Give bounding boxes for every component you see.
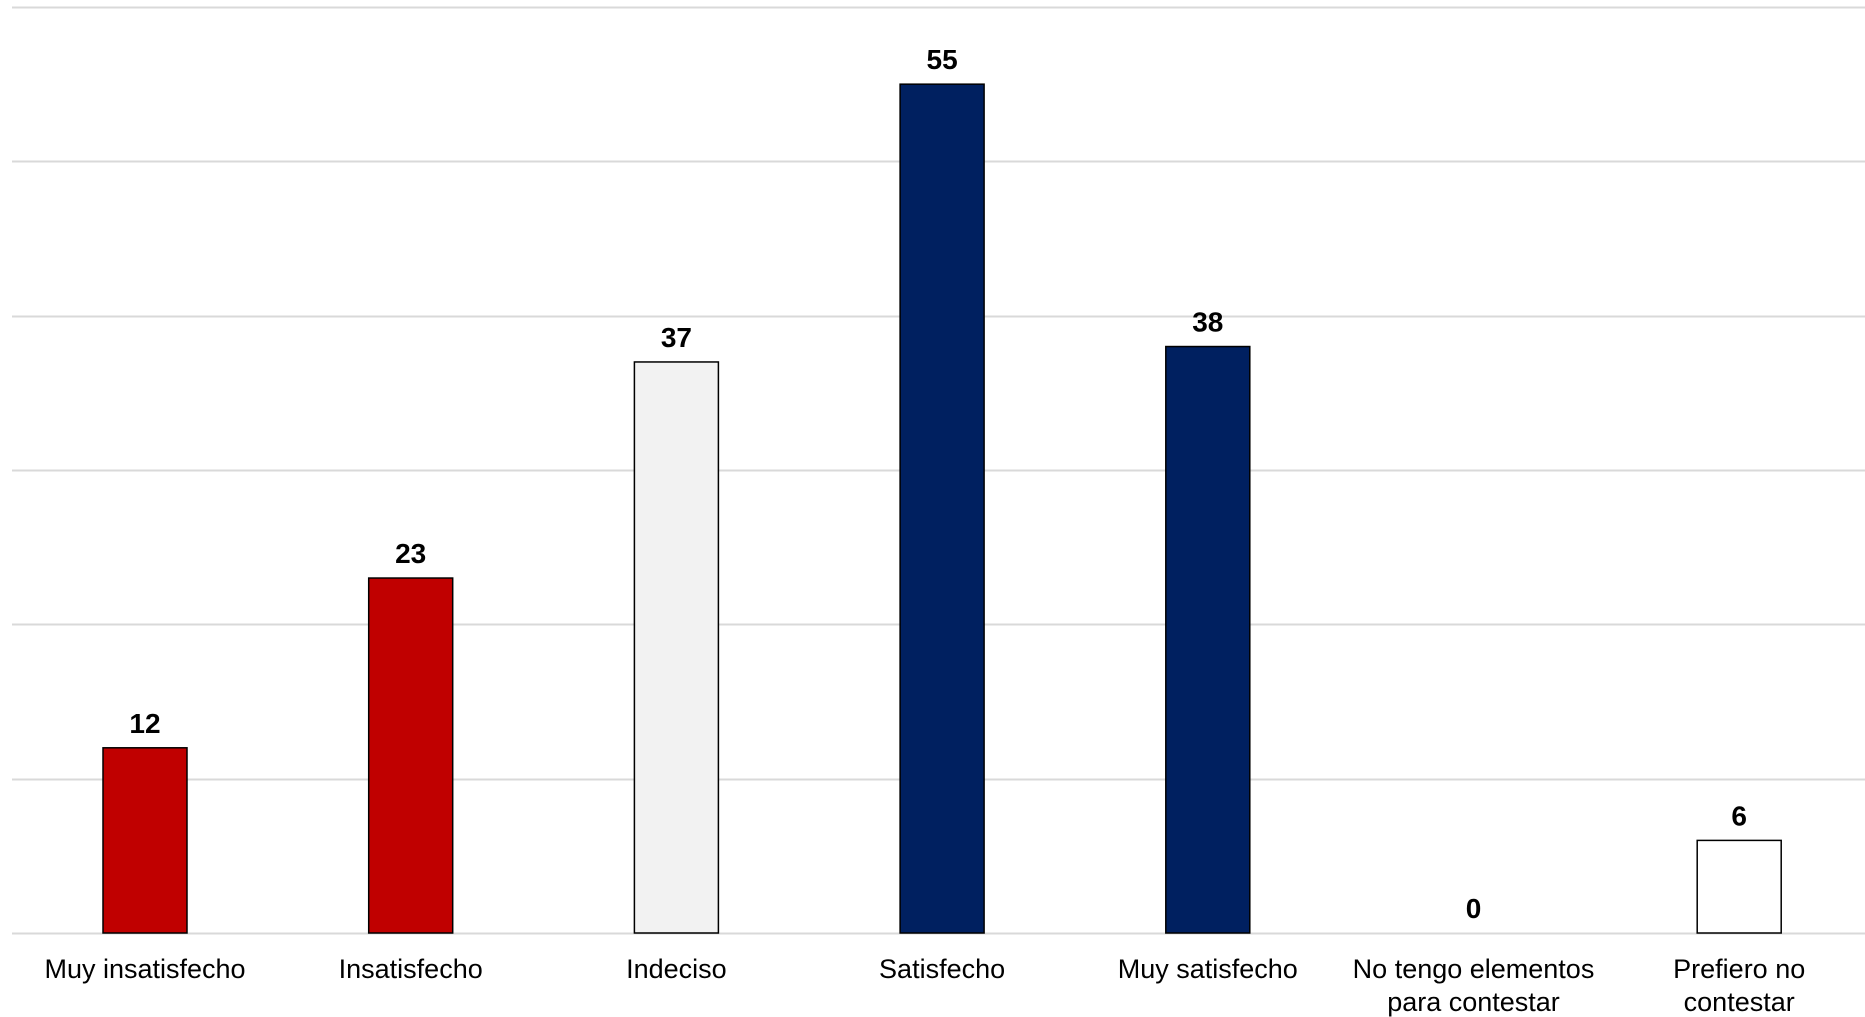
category-label: Prefiero no contestar <box>1673 954 1805 1017</box>
bar <box>1165 345 1251 934</box>
bar <box>102 747 188 934</box>
data-label: 23 <box>395 538 426 569</box>
category-labels: Muy insatisfecho Insatisfecho Indeciso Sati… <box>44 954 1805 1017</box>
data-label: 0 <box>1466 893 1482 924</box>
bar <box>1696 839 1782 934</box>
bar <box>367 577 454 934</box>
data-label: 37 <box>661 322 692 353</box>
data-label: 55 <box>927 44 958 75</box>
category-label: Insatisfecho <box>339 954 483 984</box>
category-label: Muy satisfecho <box>1118 954 1298 984</box>
bar <box>633 361 720 934</box>
category-label: Satisfecho <box>879 954 1005 984</box>
data-label: 6 <box>1731 800 1747 831</box>
category-label: Indeciso <box>626 954 727 984</box>
category-label: No tengo elementos para contestar <box>1353 954 1595 1017</box>
bar <box>899 83 985 934</box>
data-label: 38 <box>1192 307 1223 338</box>
value-labels: 12 23 37 55 38 0 6 <box>129 44 1747 924</box>
category-label: Muy insatisfecho <box>44 954 245 984</box>
bars <box>102 83 1782 934</box>
data-label: 12 <box>129 708 160 739</box>
